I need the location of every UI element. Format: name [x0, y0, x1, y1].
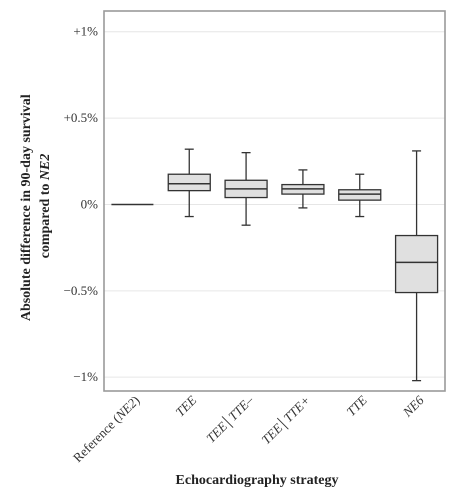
box-5 — [338, 173, 382, 218]
x-tick-label-part: TTE — [343, 392, 369, 418]
grid-lines — [104, 31, 445, 378]
plot-frame — [103, 10, 446, 392]
x-tick-label: TEE│TTE+ — [258, 393, 313, 448]
iqr-box — [167, 173, 211, 192]
x-tick-label: TEE│TTE– — [203, 392, 257, 446]
box-4 — [281, 169, 325, 209]
x-tick-label: TEE — [172, 392, 199, 419]
y-axis-title-line1: Absolute difference in 90-day survival — [19, 94, 34, 321]
y-axis-title-prefix: compared to — [38, 180, 53, 258]
y-tick-label: 0% — [81, 196, 99, 211]
x-tick-label-part: NE6 — [399, 392, 427, 420]
x-tick-labels: Reference (NE2) TEE TEE│TTE– TEE│TTE+ TTE NE6 — [70, 392, 427, 465]
box-6 — [394, 150, 439, 382]
y-axis-title-italic: NE2 — [38, 154, 53, 181]
x-tick-label-part: TEE│TTE+ — [258, 393, 313, 448]
x-tick-label-part: TEE — [172, 392, 199, 419]
box-2 — [167, 148, 211, 218]
x-tick-label: NE6 — [399, 392, 427, 420]
iqr-box — [338, 189, 382, 201]
y-tick-label: +0.5% — [64, 110, 99, 125]
iqr-box — [394, 234, 439, 294]
y-tick-label: −0.5% — [64, 283, 99, 298]
x-tick-label: Reference (NE2) — [70, 393, 143, 466]
y-axis-title-line2: compared to NE2 — [38, 154, 53, 259]
x-tick-label-part: TEE│TTE– — [203, 392, 257, 446]
x-tick-label-part: Reference ( — [70, 412, 123, 465]
y-tick-label: −1% — [73, 369, 98, 384]
x-axis-title: Echocardiography strategy — [176, 473, 339, 488]
y-tick-labels: +1% +0.5% 0% −0.5% −1% — [64, 24, 99, 384]
y-tick-label: +1% — [73, 24, 98, 39]
box-series — [111, 148, 439, 382]
x-tick-label: TTE — [343, 392, 369, 418]
y-axis-title: Absolute difference in 90-day survival c… — [19, 91, 53, 321]
box-3 — [224, 151, 268, 226]
